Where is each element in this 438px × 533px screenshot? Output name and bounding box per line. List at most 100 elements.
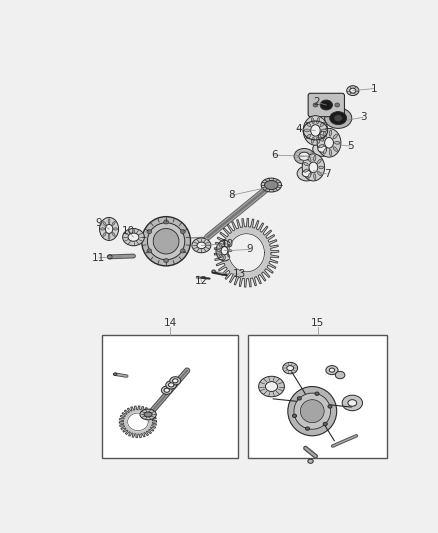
Text: 5: 5 bbox=[347, 141, 353, 151]
Ellipse shape bbox=[311, 137, 314, 143]
Ellipse shape bbox=[299, 152, 310, 160]
Ellipse shape bbox=[323, 132, 327, 137]
Ellipse shape bbox=[217, 250, 220, 252]
Ellipse shape bbox=[297, 397, 301, 400]
Ellipse shape bbox=[323, 149, 327, 154]
Ellipse shape bbox=[288, 386, 337, 436]
Ellipse shape bbox=[329, 149, 332, 156]
Ellipse shape bbox=[311, 118, 314, 124]
Circle shape bbox=[303, 116, 328, 145]
Text: 9: 9 bbox=[95, 218, 102, 228]
Ellipse shape bbox=[180, 249, 185, 253]
Ellipse shape bbox=[333, 147, 337, 151]
Text: 1: 1 bbox=[371, 84, 377, 94]
Ellipse shape bbox=[140, 409, 156, 420]
Circle shape bbox=[216, 240, 233, 261]
Ellipse shape bbox=[227, 254, 230, 257]
Ellipse shape bbox=[169, 383, 174, 387]
Ellipse shape bbox=[147, 249, 152, 253]
Ellipse shape bbox=[265, 181, 278, 190]
Ellipse shape bbox=[153, 229, 179, 254]
Ellipse shape bbox=[113, 228, 117, 230]
Ellipse shape bbox=[342, 395, 363, 411]
Circle shape bbox=[302, 154, 325, 181]
Bar bbox=[248, 335, 387, 458]
Text: 4: 4 bbox=[295, 124, 302, 134]
Ellipse shape bbox=[348, 400, 357, 406]
Bar bbox=[102, 335, 238, 458]
Ellipse shape bbox=[325, 108, 352, 128]
Ellipse shape bbox=[219, 254, 222, 257]
Ellipse shape bbox=[305, 427, 310, 430]
Ellipse shape bbox=[350, 88, 356, 93]
Ellipse shape bbox=[320, 100, 332, 110]
Text: 10: 10 bbox=[221, 239, 234, 249]
Ellipse shape bbox=[197, 242, 206, 248]
Ellipse shape bbox=[308, 157, 311, 162]
Circle shape bbox=[309, 162, 318, 173]
Ellipse shape bbox=[212, 270, 215, 272]
Text: 11: 11 bbox=[92, 253, 106, 263]
Text: 6: 6 bbox=[272, 150, 278, 160]
Polygon shape bbox=[214, 219, 279, 287]
Ellipse shape bbox=[112, 222, 115, 225]
Circle shape bbox=[99, 217, 119, 240]
Text: 2: 2 bbox=[313, 97, 319, 107]
Ellipse shape bbox=[103, 232, 106, 236]
Text: 12: 12 bbox=[195, 277, 208, 286]
Ellipse shape bbox=[328, 405, 332, 408]
Ellipse shape bbox=[320, 134, 325, 139]
Ellipse shape bbox=[321, 129, 327, 132]
Ellipse shape bbox=[318, 171, 321, 175]
Ellipse shape bbox=[112, 232, 115, 236]
Ellipse shape bbox=[329, 130, 332, 136]
Ellipse shape bbox=[128, 233, 139, 241]
Text: 9: 9 bbox=[247, 245, 253, 254]
Ellipse shape bbox=[318, 146, 327, 152]
Circle shape bbox=[325, 138, 333, 148]
Ellipse shape bbox=[308, 173, 311, 178]
Ellipse shape bbox=[333, 134, 337, 139]
Ellipse shape bbox=[287, 366, 293, 370]
Ellipse shape bbox=[148, 223, 185, 260]
Ellipse shape bbox=[319, 144, 324, 148]
Ellipse shape bbox=[219, 244, 222, 247]
Ellipse shape bbox=[144, 412, 152, 417]
Ellipse shape bbox=[123, 229, 145, 246]
Ellipse shape bbox=[297, 166, 316, 181]
Ellipse shape bbox=[258, 376, 284, 397]
Ellipse shape bbox=[224, 241, 225, 246]
Ellipse shape bbox=[315, 392, 319, 395]
Ellipse shape bbox=[317, 118, 319, 124]
Ellipse shape bbox=[306, 134, 311, 139]
Ellipse shape bbox=[335, 141, 340, 144]
Ellipse shape bbox=[318, 159, 321, 164]
Ellipse shape bbox=[330, 111, 346, 125]
Ellipse shape bbox=[334, 115, 342, 122]
Ellipse shape bbox=[164, 259, 169, 263]
Ellipse shape bbox=[335, 103, 339, 107]
Ellipse shape bbox=[180, 230, 185, 233]
Ellipse shape bbox=[336, 372, 345, 379]
Ellipse shape bbox=[302, 170, 311, 177]
Ellipse shape bbox=[173, 379, 178, 383]
Ellipse shape bbox=[304, 129, 310, 132]
Ellipse shape bbox=[161, 386, 172, 394]
Ellipse shape bbox=[329, 368, 335, 372]
Ellipse shape bbox=[320, 122, 325, 127]
Circle shape bbox=[317, 128, 341, 157]
Ellipse shape bbox=[319, 166, 324, 168]
Ellipse shape bbox=[229, 250, 232, 252]
Ellipse shape bbox=[141, 216, 191, 266]
Ellipse shape bbox=[113, 373, 117, 375]
Ellipse shape bbox=[347, 86, 359, 95]
Circle shape bbox=[105, 224, 113, 233]
Polygon shape bbox=[229, 233, 265, 272]
Ellipse shape bbox=[304, 169, 308, 172]
Circle shape bbox=[221, 247, 228, 255]
Circle shape bbox=[311, 125, 320, 136]
Ellipse shape bbox=[101, 228, 105, 230]
Ellipse shape bbox=[313, 103, 318, 107]
Ellipse shape bbox=[224, 255, 225, 260]
Ellipse shape bbox=[300, 400, 324, 423]
